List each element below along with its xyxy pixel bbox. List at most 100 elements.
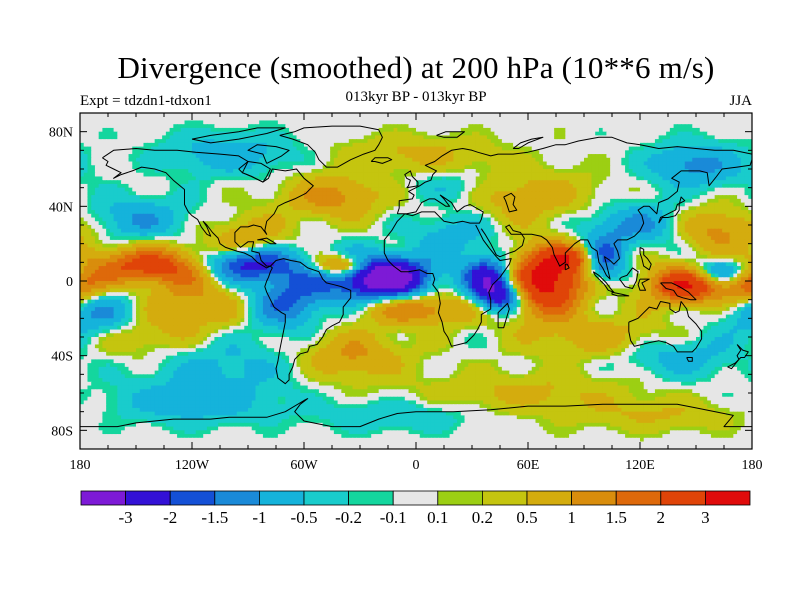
field-cell — [259, 157, 264, 163]
field-cell — [169, 135, 174, 140]
field-cell — [154, 124, 159, 129]
field-cell — [158, 187, 163, 192]
field-cell — [546, 127, 551, 133]
field-cell — [367, 113, 372, 118]
field-cell — [304, 169, 309, 174]
field-cell — [203, 172, 208, 178]
field-cell — [150, 169, 156, 174]
field-cell — [98, 195, 103, 200]
field-cell — [192, 161, 197, 166]
field-cell — [382, 198, 387, 204]
field-cell — [617, 169, 622, 174]
field-cell — [733, 139, 738, 144]
field-cell — [737, 135, 742, 140]
field-cell — [121, 150, 126, 155]
field-cell — [236, 202, 242, 207]
field-cell — [255, 198, 260, 204]
field-cell — [225, 116, 230, 122]
field-cell — [602, 124, 607, 129]
field-cell — [546, 202, 551, 207]
field-cell — [281, 180, 286, 185]
field-cell — [557, 139, 563, 144]
field-cell — [640, 127, 645, 133]
field-cell — [740, 131, 746, 136]
field-cell — [445, 161, 451, 166]
field-cell — [647, 206, 652, 211]
field-cell — [550, 124, 555, 129]
field-cell — [643, 131, 649, 136]
field-cell — [240, 213, 245, 219]
field-cell — [696, 176, 701, 181]
field-cell — [147, 142, 152, 148]
field-cell — [248, 142, 253, 148]
field-cell — [434, 161, 439, 166]
field-cell — [91, 202, 96, 207]
field-cell — [132, 124, 137, 129]
field-cell — [554, 127, 559, 133]
field-cell — [91, 213, 96, 219]
field-cell — [128, 116, 133, 122]
field-cell — [80, 202, 85, 207]
field-cell — [464, 187, 469, 192]
field-cell — [524, 116, 529, 122]
field-cell — [371, 206, 376, 211]
field-cell — [289, 169, 294, 174]
field-cell — [576, 180, 581, 185]
field-cell — [289, 206, 294, 211]
field-cell — [617, 142, 622, 148]
field-cell — [83, 161, 89, 166]
field-cell — [677, 195, 682, 200]
field-cell — [412, 202, 417, 207]
field-cell — [304, 157, 309, 163]
field-cell — [662, 146, 667, 151]
field-cell — [404, 135, 410, 140]
field-cell — [737, 206, 742, 211]
field-cell — [554, 150, 559, 155]
field-cell — [748, 120, 752, 125]
field-cell — [524, 154, 529, 159]
field-cell — [326, 135, 331, 140]
field-cell — [486, 142, 492, 148]
field-cell — [221, 161, 227, 166]
field-cell — [483, 142, 488, 148]
field-cell — [251, 154, 257, 159]
field-cell — [404, 191, 410, 196]
field-cell — [173, 139, 178, 144]
field-cell — [404, 146, 410, 151]
field-cell — [490, 150, 495, 155]
field-cell — [494, 131, 499, 136]
field-cell — [748, 191, 752, 196]
field-cell — [408, 183, 413, 189]
field-cell — [528, 165, 533, 170]
field-cell — [613, 206, 619, 211]
field-cell — [584, 150, 589, 155]
field-cell — [651, 198, 656, 204]
field-cell — [651, 127, 656, 133]
field-cell — [386, 146, 391, 151]
field-cell — [132, 161, 137, 166]
field-cell — [688, 127, 693, 133]
field-cell — [307, 113, 313, 118]
field-cell — [203, 157, 208, 163]
field-cell — [150, 113, 156, 118]
field-cell — [666, 180, 671, 185]
field-cell — [699, 206, 705, 211]
field-cell — [147, 127, 152, 133]
field-cell — [318, 213, 324, 219]
field-cell — [203, 135, 208, 140]
field-cell — [528, 127, 533, 133]
field-cell — [520, 180, 525, 185]
field-cell — [606, 124, 611, 129]
field-cell — [214, 195, 219, 200]
field-cell — [356, 139, 361, 144]
field-cell — [221, 180, 227, 185]
field-cell — [311, 187, 316, 192]
field-cell — [184, 187, 189, 192]
field-cell — [707, 195, 712, 200]
field-cell — [345, 165, 350, 170]
field-cell — [173, 131, 178, 136]
field-cell — [531, 154, 537, 159]
field-cell — [445, 154, 451, 159]
field-cell — [722, 142, 727, 148]
field-cell — [472, 213, 477, 219]
